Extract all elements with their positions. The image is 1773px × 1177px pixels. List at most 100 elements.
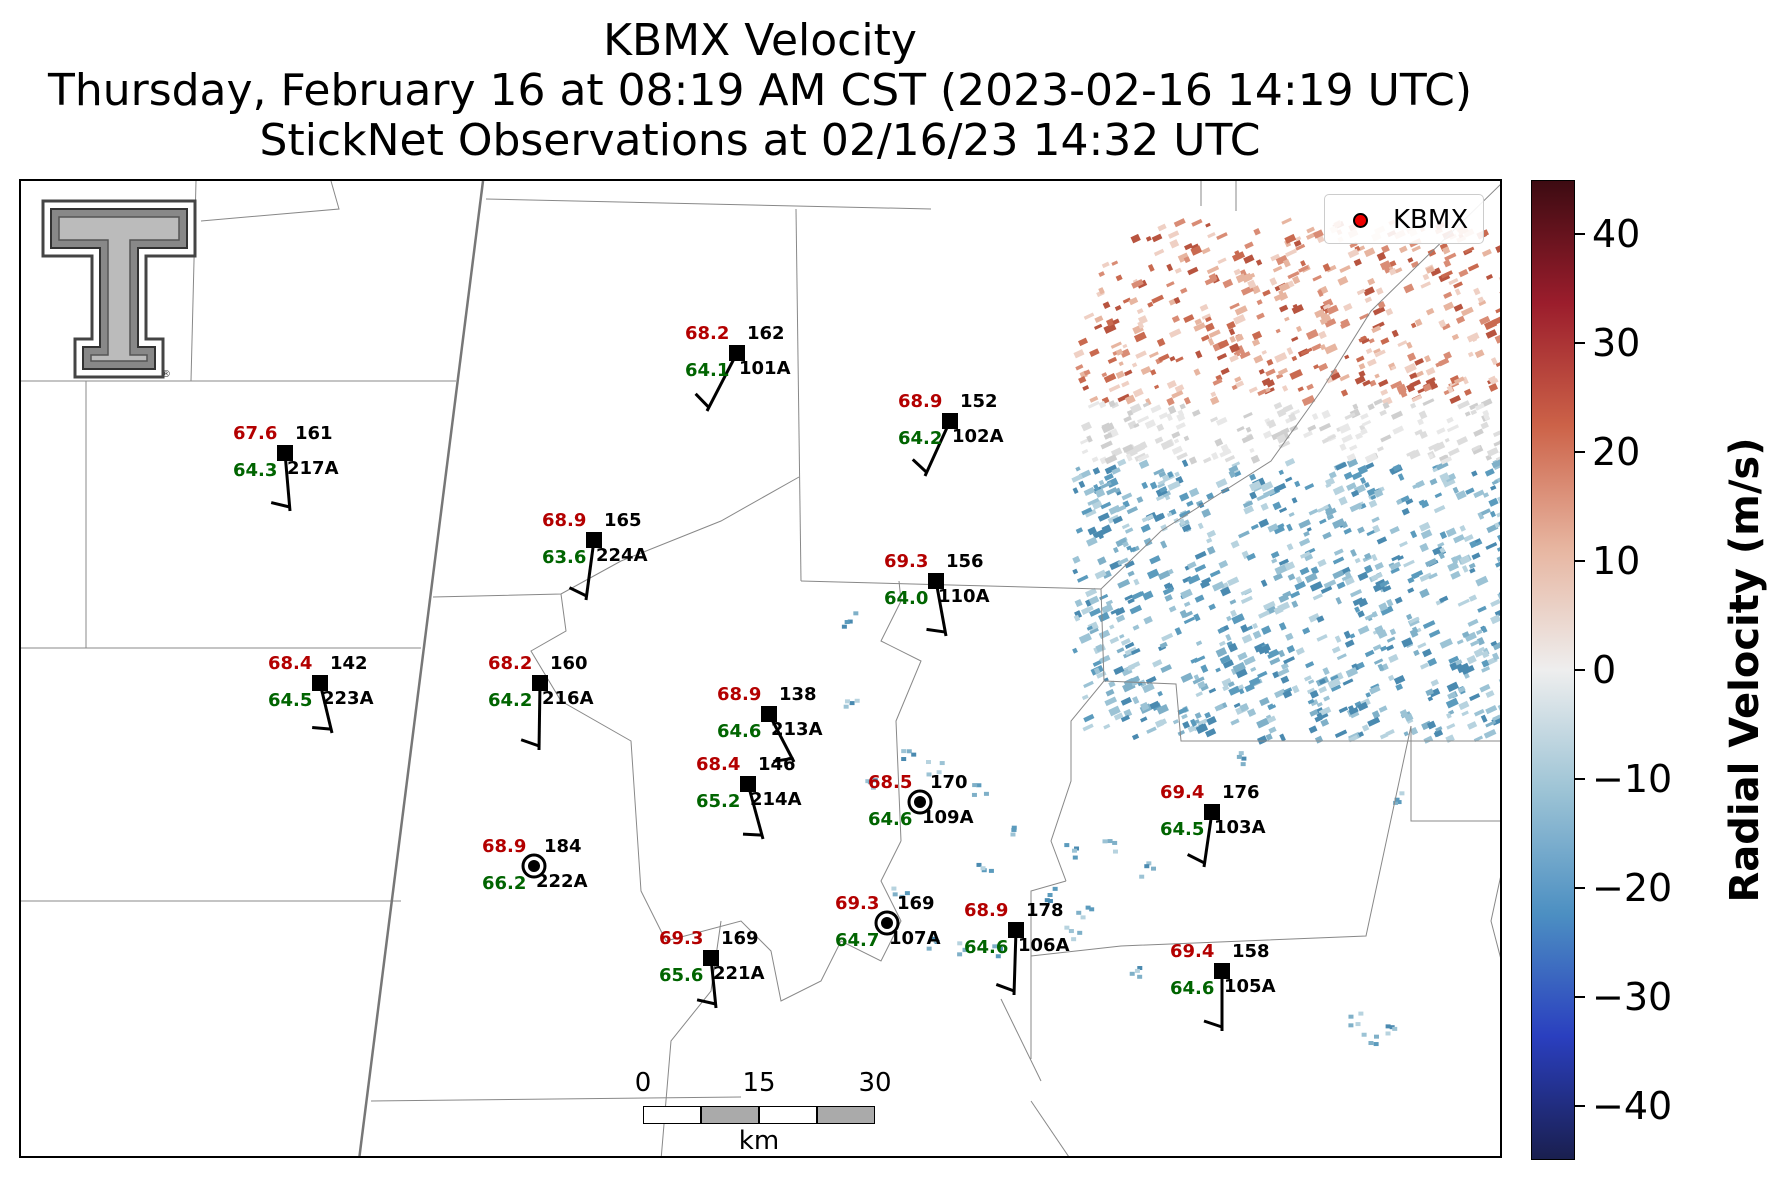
velocity-gate bbox=[1440, 456, 1453, 465]
velocity-gate bbox=[1154, 436, 1164, 444]
velocity-gate bbox=[1108, 400, 1116, 408]
velocity-gate bbox=[1284, 561, 1296, 571]
velocity-gate bbox=[1455, 315, 1466, 324]
velocity-gate bbox=[1357, 610, 1365, 618]
station-id: 105A bbox=[1224, 976, 1276, 997]
velocity-gate bbox=[1316, 615, 1325, 623]
velocity-gate bbox=[1181, 523, 1192, 533]
station-marker-icon bbox=[703, 950, 719, 966]
velocity-gate bbox=[1282, 689, 1293, 699]
velocity-gate bbox=[1167, 405, 1177, 415]
velocity-gate bbox=[1290, 590, 1301, 599]
velocity-gate bbox=[1389, 628, 1397, 636]
velocity-gate bbox=[1497, 533, 1500, 542]
velocity-gate bbox=[1140, 716, 1148, 723]
velocity-gate bbox=[1278, 622, 1287, 631]
velocity-gate bbox=[1214, 438, 1224, 447]
velocity-gate bbox=[1123, 415, 1132, 423]
station-marker-icon bbox=[586, 532, 602, 548]
velocity-gate bbox=[1215, 667, 1221, 673]
velocity-gate bbox=[1228, 328, 1236, 336]
velocity-gate bbox=[1236, 754, 1242, 759]
velocity-gate bbox=[1011, 825, 1017, 830]
velocity-gate bbox=[1183, 601, 1191, 607]
velocity-gate bbox=[1258, 518, 1270, 528]
station-dewpoint: 64.2 bbox=[488, 690, 532, 711]
velocity-gate bbox=[1074, 598, 1083, 608]
velocity-gate bbox=[1367, 358, 1377, 367]
velocity-gate bbox=[1382, 402, 1390, 410]
velocity-gate bbox=[1190, 718, 1197, 727]
velocity-gate bbox=[1481, 650, 1490, 659]
velocity-gate bbox=[1108, 705, 1121, 717]
velocity-gate bbox=[1485, 273, 1494, 281]
velocity-gate bbox=[1129, 971, 1135, 976]
velocity-gate bbox=[1450, 570, 1461, 580]
velocity-gate bbox=[1251, 285, 1261, 295]
colorbar-tick-label: −10 bbox=[1592, 756, 1673, 801]
velocity-gate bbox=[1477, 296, 1485, 303]
velocity-gate bbox=[1471, 444, 1481, 452]
station-id: 106A bbox=[1018, 935, 1070, 956]
velocity-gate bbox=[1443, 259, 1452, 268]
station-number: 165 bbox=[604, 510, 642, 531]
velocity-gate bbox=[1335, 596, 1342, 605]
velocity-gate bbox=[1362, 379, 1371, 387]
wind-barb-flag bbox=[270, 501, 291, 509]
velocity-gate bbox=[1479, 683, 1491, 693]
velocity-gate bbox=[1316, 712, 1324, 721]
velocity-gate bbox=[1085, 599, 1092, 607]
velocity-gate bbox=[1453, 376, 1465, 385]
velocity-gate bbox=[1129, 546, 1137, 553]
velocity-gate bbox=[1157, 482, 1166, 489]
velocity-gate bbox=[1429, 688, 1441, 698]
wind-barb-flag bbox=[773, 756, 793, 763]
velocity-gate bbox=[1288, 412, 1297, 422]
velocity-gate bbox=[1253, 354, 1264, 364]
velocity-gate bbox=[1385, 1024, 1391, 1029]
velocity-gate bbox=[1135, 350, 1147, 359]
velocity-gate bbox=[1438, 319, 1447, 328]
velocity-gate bbox=[1428, 629, 1441, 638]
velocity-gate bbox=[1204, 711, 1212, 719]
velocity-gate bbox=[1496, 553, 1500, 563]
velocity-gate bbox=[1381, 244, 1390, 254]
velocity-gate bbox=[1390, 365, 1397, 371]
velocity-gate bbox=[1494, 522, 1500, 529]
velocity-gate bbox=[1389, 260, 1397, 267]
velocity-gate bbox=[1259, 696, 1270, 707]
velocity-gate bbox=[1218, 560, 1229, 569]
velocity-gate bbox=[1124, 646, 1138, 656]
velocity-gate bbox=[1446, 712, 1452, 719]
station-101a: 68.2 162 64.1 101A bbox=[685, 323, 791, 412]
velocity-gate bbox=[1287, 573, 1296, 581]
velocity-gate bbox=[1179, 509, 1191, 518]
velocity-gate bbox=[1433, 504, 1446, 514]
velocity-gate bbox=[1153, 468, 1165, 476]
wind-barb-flag bbox=[1203, 1019, 1223, 1029]
velocity-gate bbox=[1117, 458, 1127, 467]
radar-map[interactable]: 68.2 162 64.1 101A 68.9 152 64.2 102A 67.6 161 64.… bbox=[19, 179, 1502, 1158]
velocity-gate bbox=[1160, 664, 1172, 673]
velocity-gate bbox=[1414, 358, 1425, 366]
velocity-gate bbox=[1491, 652, 1500, 661]
velocity-gate bbox=[1197, 522, 1204, 530]
scale-unit: km bbox=[738, 1126, 780, 1156]
velocity-gate bbox=[1216, 232, 1228, 240]
velocity-gate bbox=[1273, 572, 1283, 582]
station-marker-icon bbox=[761, 706, 777, 722]
velocity-gate bbox=[1231, 613, 1245, 625]
velocity-gate bbox=[1428, 442, 1440, 451]
velocity-gate bbox=[1347, 248, 1360, 259]
velocity-gate bbox=[1243, 505, 1255, 515]
velocity-gate bbox=[1199, 303, 1209, 312]
velocity-gate bbox=[1199, 580, 1211, 589]
velocity-gate bbox=[1378, 705, 1388, 713]
velocity-gate bbox=[1230, 718, 1240, 726]
velocity-gate bbox=[976, 862, 982, 867]
velocity-gate bbox=[1404, 362, 1417, 374]
velocity-gate bbox=[1364, 649, 1375, 658]
velocity-gate bbox=[1441, 323, 1451, 331]
station-temperature: 68.9 bbox=[482, 836, 526, 857]
velocity-gate bbox=[1453, 303, 1464, 312]
